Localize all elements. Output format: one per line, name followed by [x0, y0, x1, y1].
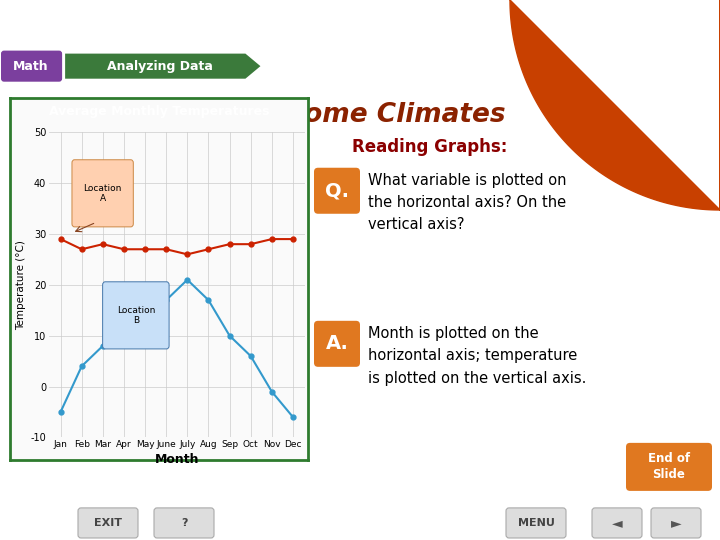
- FancyBboxPatch shape: [154, 508, 214, 538]
- Text: Average Monthly Temperatures: Average Monthly Temperatures: [49, 105, 269, 118]
- Text: Q.: Q.: [325, 181, 349, 200]
- Text: ?: ?: [181, 518, 187, 528]
- Text: Reading Graphs:: Reading Graphs:: [352, 138, 508, 156]
- FancyBboxPatch shape: [1, 51, 62, 82]
- FancyBboxPatch shape: [506, 508, 566, 538]
- Text: ►: ►: [671, 516, 681, 530]
- Text: End of
Slide: End of Slide: [648, 453, 690, 481]
- Y-axis label: Temperature (°C): Temperature (°C): [17, 240, 26, 330]
- Text: EXIT: EXIT: [94, 518, 122, 528]
- Text: Ecosystems and Biomes: Ecosystems and Biomes: [10, 16, 252, 34]
- FancyBboxPatch shape: [651, 508, 701, 538]
- FancyBboxPatch shape: [103, 282, 169, 349]
- Text: Location
B: Location B: [117, 306, 155, 325]
- Text: Analyzing Data: Analyzing Data: [107, 60, 213, 73]
- Text: Biome Climates: Biome Climates: [275, 102, 505, 128]
- Text: - Biomes: - Biomes: [235, 16, 307, 34]
- Text: Month is plotted on the
horizontal axis; temperature
is plotted on the vertical : Month is plotted on the horizontal axis;…: [368, 326, 586, 386]
- Text: A.: A.: [325, 334, 348, 353]
- FancyBboxPatch shape: [78, 508, 138, 538]
- Polygon shape: [65, 53, 261, 79]
- Text: ◄: ◄: [612, 516, 622, 530]
- Polygon shape: [640, 0, 720, 79]
- Polygon shape: [510, 0, 720, 210]
- Text: What variable is plotted on
the horizontal axis? On the
vertical axis?: What variable is plotted on the horizont…: [368, 173, 567, 232]
- Text: Location
A: Location A: [84, 184, 122, 203]
- FancyBboxPatch shape: [592, 508, 642, 538]
- Text: Math: Math: [13, 60, 49, 73]
- Text: MENU: MENU: [518, 518, 554, 528]
- FancyBboxPatch shape: [626, 443, 712, 491]
- FancyBboxPatch shape: [314, 168, 360, 214]
- FancyBboxPatch shape: [72, 160, 133, 227]
- FancyBboxPatch shape: [314, 321, 360, 367]
- X-axis label: Month: Month: [155, 454, 199, 467]
